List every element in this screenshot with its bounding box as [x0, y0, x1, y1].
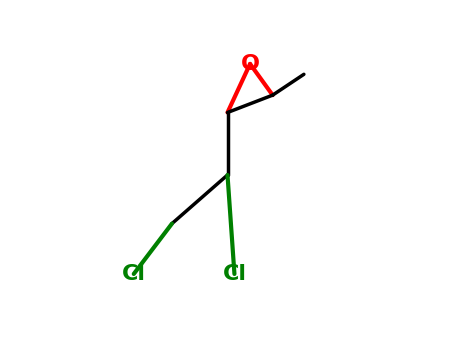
- Text: Cl: Cl: [122, 264, 146, 284]
- Text: Cl: Cl: [222, 264, 247, 284]
- Text: O: O: [241, 54, 259, 74]
